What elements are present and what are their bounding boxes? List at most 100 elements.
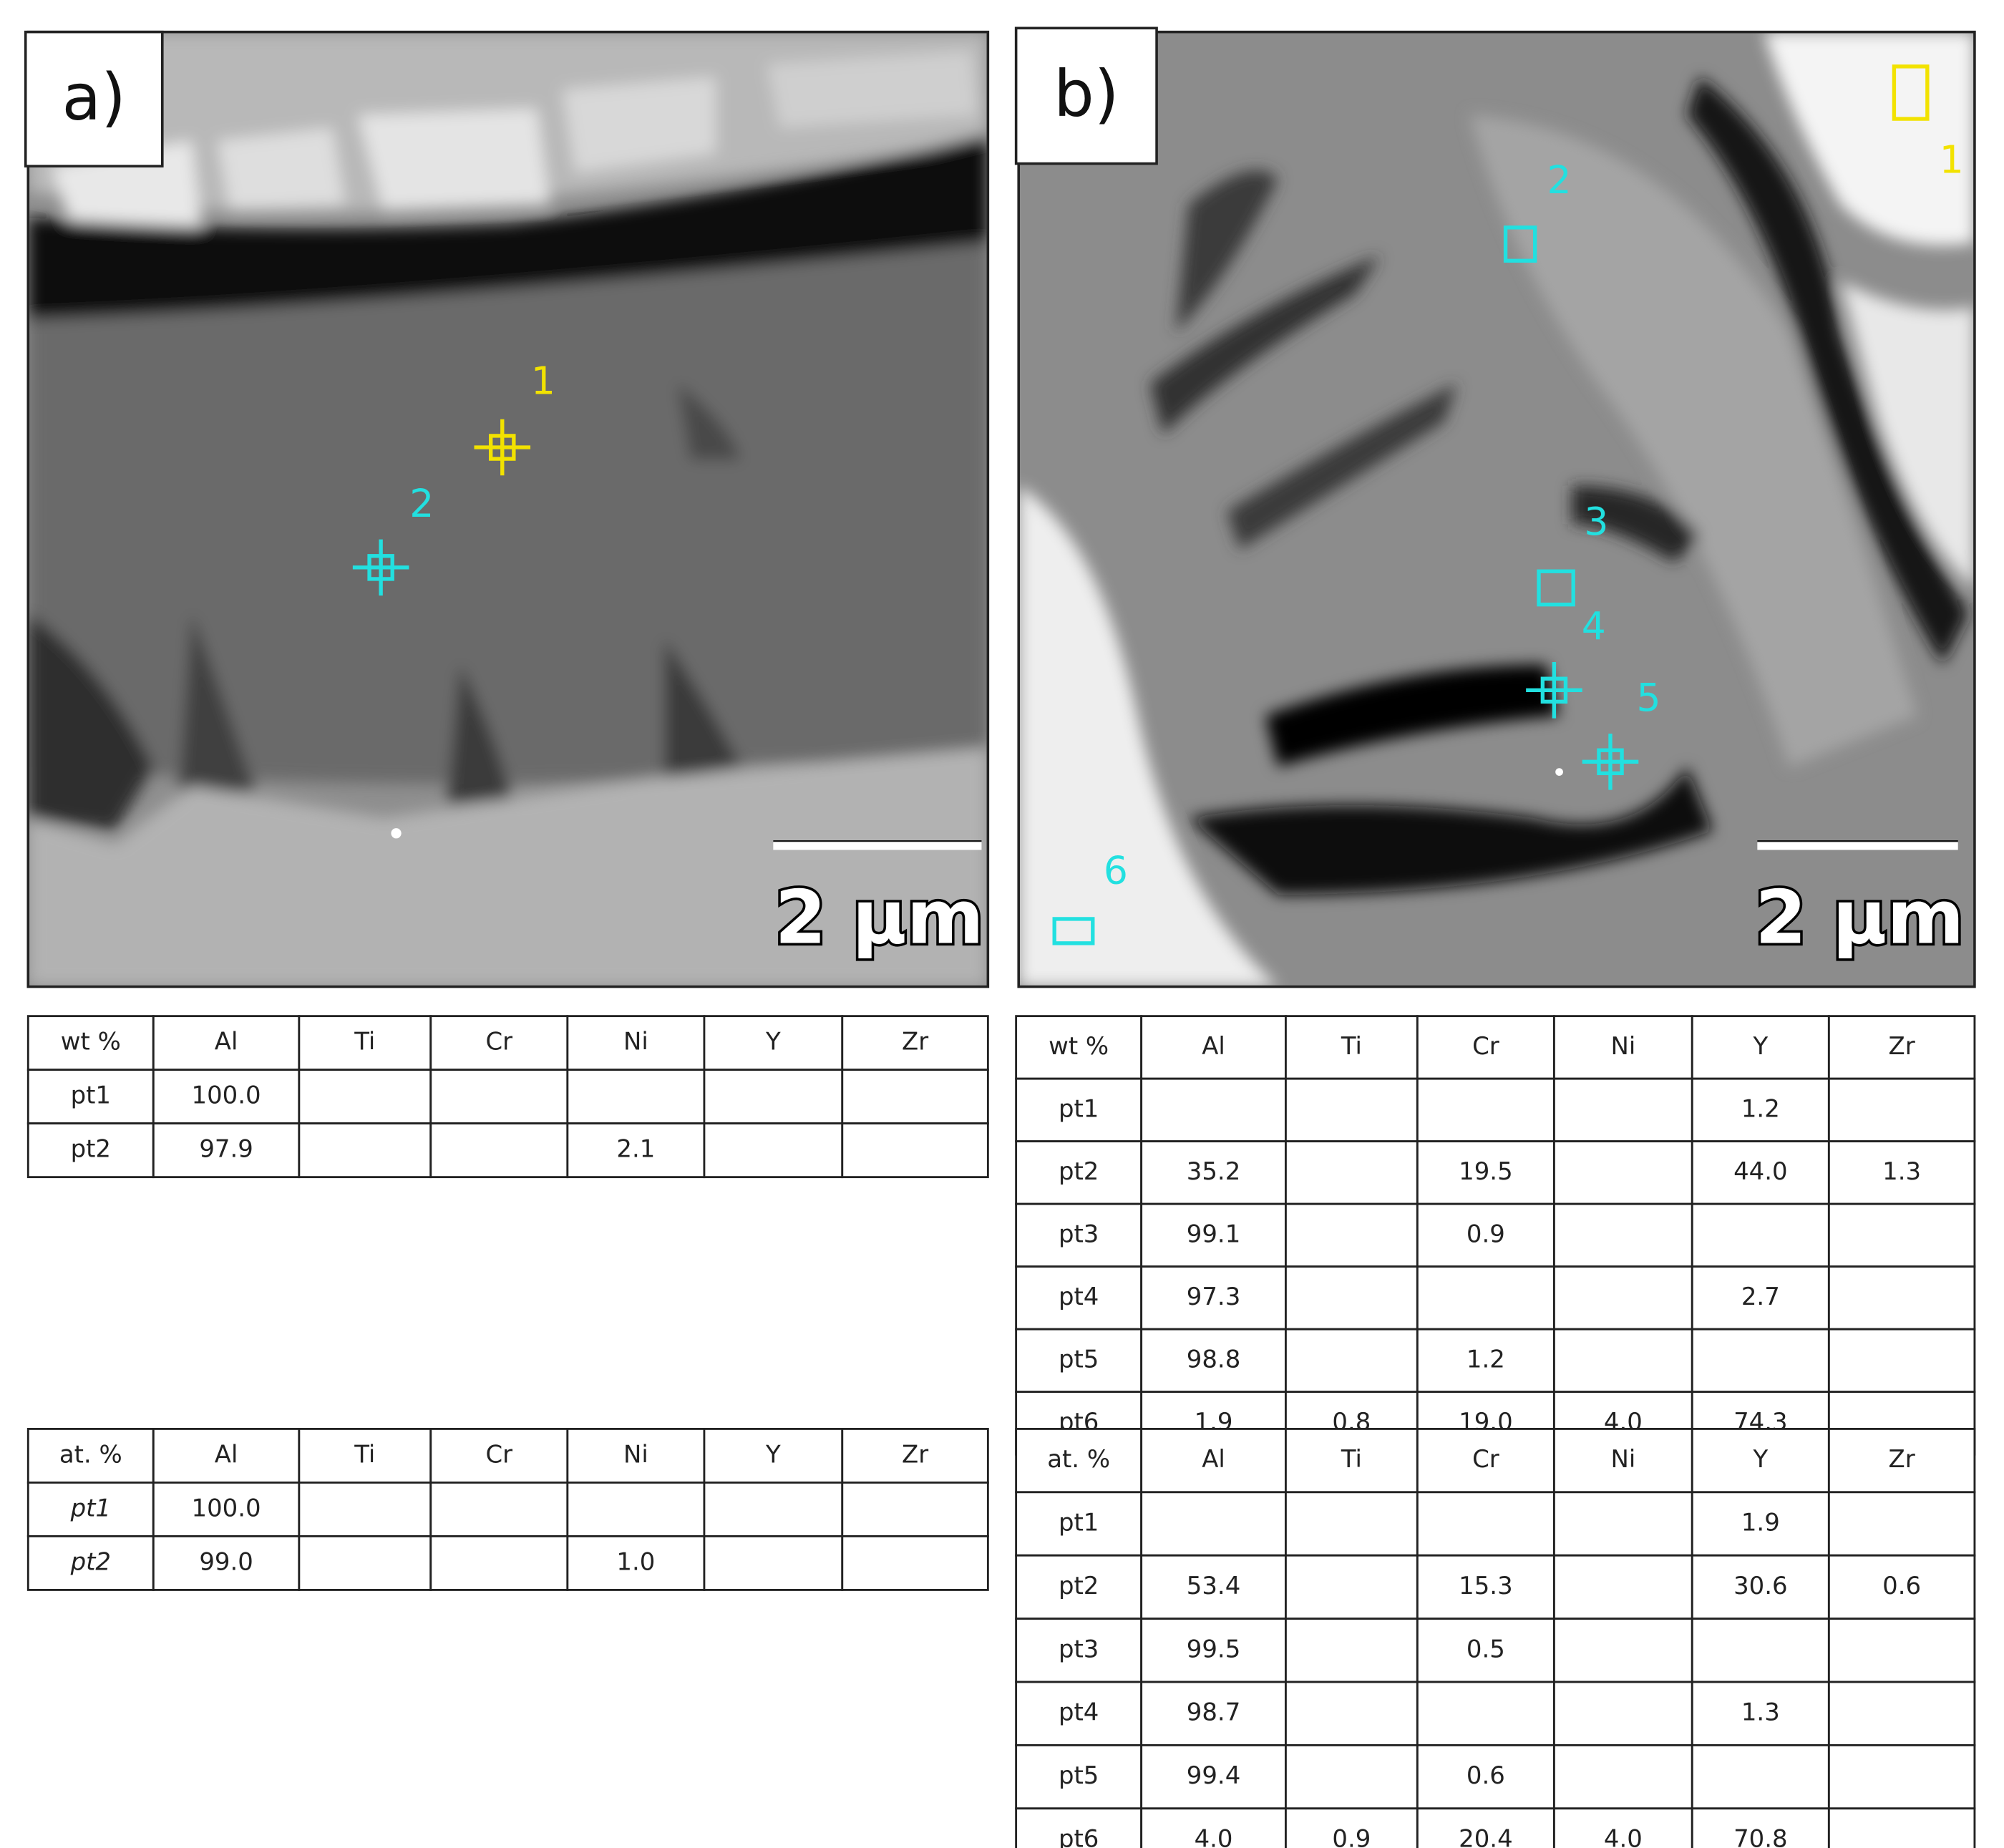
table-cell xyxy=(566,1427,706,1484)
table-cell xyxy=(1827,1015,1976,1080)
table-cell xyxy=(566,1015,706,1071)
table-cell xyxy=(1416,1265,1555,1331)
panel-label-box xyxy=(1014,26,1158,165)
table-cell xyxy=(429,1069,569,1125)
cell-value: Al xyxy=(215,1028,238,1056)
cell-value: Zr xyxy=(902,1028,928,1056)
table-cell xyxy=(1691,1328,1830,1394)
table-cell xyxy=(1284,1744,1419,1810)
table-cell xyxy=(152,1481,301,1537)
marker-label: 5 xyxy=(1637,675,1661,720)
table-cell xyxy=(152,1535,301,1591)
cell-value: 70.8 xyxy=(1733,1824,1788,1848)
cell-value: 35.2 xyxy=(1187,1157,1241,1185)
table-cell xyxy=(703,1481,844,1537)
table-cell xyxy=(566,1069,706,1125)
table-cell xyxy=(703,1069,844,1125)
row-label: pt3 xyxy=(1059,1220,1099,1248)
cell-value: 1.3 xyxy=(1741,1698,1780,1726)
cell-value: 1.2 xyxy=(1466,1345,1505,1373)
table-cell xyxy=(1416,1077,1555,1143)
row-label: pt1 xyxy=(1059,1094,1099,1122)
table-cell xyxy=(26,1427,155,1484)
cell-value: 2.1 xyxy=(616,1135,655,1163)
table-cell xyxy=(1552,1015,1693,1080)
table-cell xyxy=(1015,1491,1143,1557)
row-label: pt2 xyxy=(1059,1157,1099,1185)
cell-value: 19.5 xyxy=(1459,1157,1512,1185)
table-cell xyxy=(841,1427,989,1484)
table-cell xyxy=(703,1535,844,1591)
cell-value: Y xyxy=(1752,1445,1768,1473)
table-cell xyxy=(1827,1140,1976,1205)
cell-value: Al xyxy=(1202,1032,1225,1060)
table-cell xyxy=(566,1481,706,1537)
table-cell xyxy=(1691,1077,1830,1143)
table-cell xyxy=(1827,1554,1976,1620)
cell-value: 100.0 xyxy=(192,1081,261,1109)
cell-value: 1.9 xyxy=(1741,1509,1780,1537)
row-label: pt4 xyxy=(1059,1698,1099,1726)
data-table: at. % Al Ti Cr Ni Y Zr pt1 1.9 pt2 53.4 15.3 30.6 0.6… xyxy=(1015,1427,1976,1848)
panel-label: b) xyxy=(1054,57,1119,132)
table-cell xyxy=(1827,1681,1976,1746)
table-cell xyxy=(1284,1202,1419,1268)
cell-value: 0.6 xyxy=(1466,1761,1505,1789)
marker-label: 3 xyxy=(1584,499,1608,544)
table-cell xyxy=(1827,1744,1976,1810)
marker-box xyxy=(1052,917,1095,945)
cell-value: 4.0 xyxy=(1604,1824,1643,1848)
row-label: pt1 xyxy=(71,1081,111,1109)
table-cell xyxy=(841,1481,989,1537)
cell-value: Ti xyxy=(1341,1032,1362,1060)
marker-cross-box xyxy=(367,554,394,581)
cell-value: 30.6 xyxy=(1733,1572,1788,1600)
table-cell xyxy=(1552,1744,1693,1810)
table-cell xyxy=(1284,1328,1419,1394)
table-cell xyxy=(1552,1427,1693,1494)
row-label: pt4 xyxy=(1059,1283,1099,1310)
table-cell xyxy=(1284,1554,1419,1620)
cell-value: 15.3 xyxy=(1459,1572,1512,1600)
table-cell xyxy=(1284,1265,1419,1331)
table-cell xyxy=(1284,1618,1419,1683)
cell-value: Zr xyxy=(1889,1445,1915,1473)
marker-label: 2 xyxy=(409,481,434,526)
table-cell xyxy=(26,1122,155,1179)
table-cell xyxy=(1140,1265,1287,1331)
table-cell xyxy=(1140,1202,1287,1268)
table-cell xyxy=(1827,1427,1976,1494)
cell-value: 0.6 xyxy=(1882,1572,1921,1600)
table-cell xyxy=(841,1535,989,1591)
table-cell xyxy=(1691,1618,1830,1683)
cell-value: Ti xyxy=(1341,1445,1362,1473)
table-cell xyxy=(1416,1140,1555,1205)
table-cell xyxy=(298,1122,432,1179)
cell-value: Cr xyxy=(486,1440,513,1468)
table-cell xyxy=(298,1069,432,1125)
table-cell xyxy=(1827,1807,1976,1848)
table-cell xyxy=(26,1015,155,1071)
cell-value: Al xyxy=(215,1440,238,1468)
table-cell xyxy=(703,1122,844,1179)
table-cell xyxy=(1691,1491,1830,1557)
row-label: pt2 xyxy=(70,1547,111,1575)
table-cell xyxy=(1015,1265,1143,1331)
cell-value: Ti xyxy=(354,1440,375,1468)
table-cell xyxy=(26,1535,155,1591)
table-cell xyxy=(152,1015,301,1071)
cell-value: Ni xyxy=(1610,1445,1635,1473)
marker-label: 6 xyxy=(1104,847,1128,893)
cell-value: 97.9 xyxy=(199,1135,253,1163)
table-cell xyxy=(1827,1202,1976,1268)
table-cell xyxy=(1827,1618,1976,1683)
marker-box xyxy=(1503,225,1537,263)
cell-value: Cr xyxy=(486,1028,513,1056)
sem-image-a xyxy=(28,31,988,987)
cell-value: 0.9 xyxy=(1332,1824,1371,1848)
table-cell xyxy=(298,1535,432,1591)
table-cell xyxy=(1552,1681,1693,1746)
sem-image-b xyxy=(1018,31,1975,987)
cell-value: Ni xyxy=(1610,1032,1635,1060)
